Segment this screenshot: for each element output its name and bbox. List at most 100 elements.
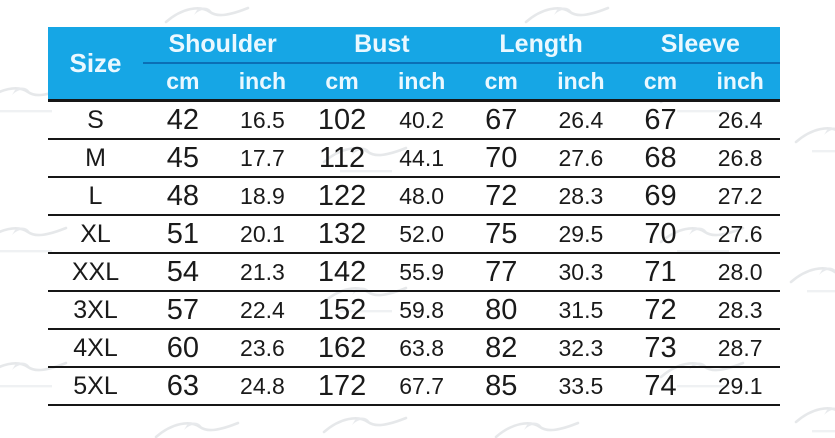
cell-shoulder-inch: 21.3 [222, 253, 303, 292]
table-header: Size Shoulder Bust Length Sleeve cm inch… [48, 27, 780, 102]
cell-shoulder-cm: 48 [143, 177, 223, 216]
header-sleeve-cm: cm [620, 63, 701, 102]
header-shoulder-cm: cm [143, 63, 223, 102]
cell-sleeve-cm: 71 [620, 253, 701, 292]
cell-sleeve-cm: 72 [620, 291, 701, 330]
cell-size: XL [48, 215, 144, 254]
cell-length-cm: 80 [461, 291, 542, 330]
cell-shoulder-cm: 51 [143, 215, 223, 254]
cell-sleeve-cm: 69 [620, 177, 701, 216]
watermark-icon [794, 127, 835, 153]
table-row: L 48 18.9 122 48.0 72 28.3 69 27.2 [48, 177, 780, 216]
cell-bust-cm: 102 [302, 100, 382, 140]
cell-bust-inch: 63.8 [381, 329, 462, 368]
cell-sleeve-cm: 67 [620, 100, 701, 140]
cell-bust-cm: 132 [302, 215, 382, 254]
header-sleeve-inch: inch [700, 63, 780, 102]
cell-bust-cm: 172 [302, 367, 382, 406]
cell-size: M [48, 139, 144, 178]
cell-shoulder-cm: 54 [143, 253, 223, 292]
watermark-icon [154, 421, 240, 438]
watermark-icon [789, 267, 835, 293]
cell-length-inch: 30.3 [541, 253, 621, 292]
cell-shoulder-cm: 45 [143, 139, 223, 178]
size-chart-table: Size Shoulder Bust Length Sleeve cm inch… [48, 27, 780, 406]
cell-length-inch: 26.4 [541, 100, 621, 140]
cell-length-inch: 32.3 [541, 329, 621, 368]
cell-sleeve-inch: 26.4 [700, 100, 780, 140]
cell-bust-inch: 67.7 [381, 367, 462, 406]
table-body: S 42 16.5 102 40.2 67 26.4 67 26.4 M 45 … [48, 100, 780, 406]
cell-sleeve-cm: 73 [620, 329, 701, 368]
header-size: Size [48, 27, 144, 102]
table-row: 3XL 57 22.4 152 59.8 80 31.5 72 28.3 [48, 291, 780, 330]
cell-sleeve-cm: 70 [620, 215, 701, 254]
cell-bust-inch: 44.1 [381, 139, 462, 178]
cell-length-inch: 31.5 [541, 291, 621, 330]
cell-size: S [48, 100, 144, 140]
header-bust-cm: cm [302, 63, 382, 102]
cell-shoulder-inch: 20.1 [222, 215, 303, 254]
cell-bust-inch: 48.0 [381, 177, 462, 216]
cell-sleeve-inch: 26.8 [700, 139, 780, 178]
table-row: 5XL 63 24.8 172 67.7 85 33.5 74 29.1 [48, 367, 780, 406]
cell-sleeve-inch: 28.7 [700, 329, 780, 368]
cell-sleeve-inch: 28.0 [700, 253, 780, 292]
cell-length-cm: 67 [461, 100, 542, 140]
cell-shoulder-inch: 17.7 [222, 139, 303, 178]
header-length-inch: inch [541, 63, 621, 102]
table-row: S 42 16.5 102 40.2 67 26.4 67 26.4 [48, 100, 780, 140]
table-row: XXL 54 21.3 142 55.9 77 30.3 71 28.0 [48, 253, 780, 292]
cell-sleeve-inch: 29.1 [700, 367, 780, 406]
cell-sleeve-inch: 27.6 [700, 215, 780, 254]
cell-bust-inch: 40.2 [381, 100, 462, 140]
watermark-icon [322, 416, 408, 434]
cell-bust-inch: 52.0 [381, 215, 462, 254]
cell-length-cm: 70 [461, 139, 542, 178]
watermark-icon [794, 407, 835, 433]
header-bust-inch: inch [381, 63, 462, 102]
cell-shoulder-cm: 42 [143, 100, 223, 140]
cell-length-inch: 33.5 [541, 367, 621, 406]
cell-sleeve-cm: 74 [620, 367, 701, 406]
cell-sleeve-inch: 28.3 [700, 291, 780, 330]
table-row: XL 51 20.1 132 52.0 75 29.5 70 27.6 [48, 215, 780, 254]
cell-bust-inch: 59.8 [381, 291, 462, 330]
cell-shoulder-inch: 16.5 [222, 100, 303, 140]
cell-length-cm: 82 [461, 329, 542, 368]
cell-length-cm: 85 [461, 367, 542, 406]
cell-shoulder-inch: 22.4 [222, 291, 303, 330]
cell-length-cm: 72 [461, 177, 542, 216]
header-length: Length [461, 27, 621, 64]
cell-shoulder-cm: 60 [143, 329, 223, 368]
header-units-row: cm inch cm inch cm inch cm inch [48, 63, 780, 102]
cell-bust-cm: 122 [302, 177, 382, 216]
cell-length-inch: 29.5 [541, 215, 621, 254]
cell-shoulder-cm: 57 [143, 291, 223, 330]
cell-bust-cm: 162 [302, 329, 382, 368]
cell-bust-inch: 55.9 [381, 253, 462, 292]
cell-bust-cm: 142 [302, 253, 382, 292]
cell-shoulder-inch: 24.8 [222, 367, 303, 406]
cell-length-cm: 75 [461, 215, 542, 254]
table-row: M 45 17.7 112 44.1 70 27.6 68 26.8 [48, 139, 780, 178]
cell-length-cm: 77 [461, 253, 542, 292]
cell-length-inch: 27.6 [541, 139, 621, 178]
cell-size: XXL [48, 253, 144, 292]
header-bust: Bust [302, 27, 462, 64]
header-length-cm: cm [461, 63, 542, 102]
cell-shoulder-inch: 23.6 [222, 329, 303, 368]
header-shoulder-inch: inch [222, 63, 303, 102]
header-shoulder: Shoulder [143, 27, 303, 64]
cell-size: 4XL [48, 329, 144, 368]
cell-sleeve-cm: 68 [620, 139, 701, 178]
cell-shoulder-inch: 18.9 [222, 177, 303, 216]
header-group-row: Size Shoulder Bust Length Sleeve [48, 27, 780, 102]
cell-size: 5XL [48, 367, 144, 406]
cell-size: L [48, 177, 144, 216]
cell-length-inch: 28.3 [541, 177, 621, 216]
cell-shoulder-cm: 63 [143, 367, 223, 406]
table-row: 4XL 60 23.6 162 63.8 82 32.3 73 28.7 [48, 329, 780, 368]
cell-sleeve-inch: 27.2 [700, 177, 780, 216]
